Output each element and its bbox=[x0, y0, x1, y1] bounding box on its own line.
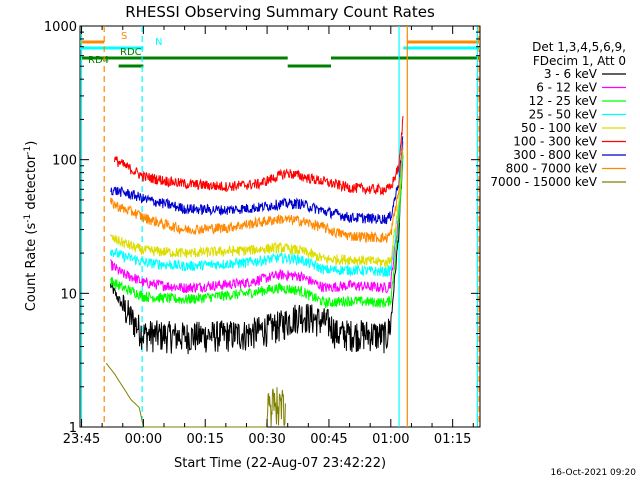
series-line-6 bbox=[110, 136, 404, 225]
legend-label-7: 800 - 7000 keV bbox=[506, 162, 598, 176]
legend-label-6: 300 - 800 keV bbox=[513, 148, 597, 162]
flag-label-N: N bbox=[155, 37, 162, 48]
flag-label-RD4: RD4 bbox=[88, 55, 109, 66]
legend-label-2: 12 - 25 keV bbox=[529, 94, 598, 108]
y-axis-label-main: Count Rate (s bbox=[24, 223, 39, 312]
flag-label-RDC: RDC bbox=[120, 47, 142, 58]
x-tick-label-2: 00:15 bbox=[187, 432, 224, 447]
legend-label-1: 6 - 12 keV bbox=[536, 81, 598, 95]
legend-label-5: 100 - 300 keV bbox=[513, 135, 597, 149]
series-line-0 bbox=[109, 155, 404, 355]
y-axis-label-sup1: -1 bbox=[23, 214, 33, 223]
plot-frame bbox=[79, 25, 481, 428]
flag-label-S: S bbox=[121, 31, 127, 42]
y-tick-label-1: 10 bbox=[60, 287, 77, 302]
x-tick-label-6: 01:15 bbox=[434, 432, 471, 447]
y-axis-label-end: ) bbox=[24, 141, 39, 146]
legend-header-line1: Det 1,3,4,5,6,9, bbox=[532, 40, 626, 54]
x-axis-label: Start Time (22-Aug-07 23:42:22) bbox=[174, 456, 386, 471]
legend-header-line2: FDecim 1, Att 0 bbox=[533, 54, 626, 68]
y-axis-label-mid: detector bbox=[24, 154, 39, 214]
x-tick-label-0: 23:45 bbox=[63, 432, 100, 447]
y-tick-label-3: 1000 bbox=[44, 20, 77, 35]
legend-label-0: 3 - 6 keV bbox=[544, 67, 598, 81]
legend: Det 1,3,4,5,6,9, FDecim 1, Att 0 3 - 6 k… bbox=[490, 40, 626, 189]
y-axis: 1 10 100 1000 bbox=[44, 20, 480, 436]
series-line-8 bbox=[105, 362, 286, 428]
series-line-5 bbox=[114, 116, 404, 196]
y-tick-label-0: 1 bbox=[69, 421, 77, 436]
series-line-4 bbox=[109, 141, 404, 268]
x-tick-label-3: 00:30 bbox=[248, 432, 285, 447]
series-lines bbox=[105, 116, 404, 428]
y-tick-label-2: 100 bbox=[52, 154, 77, 169]
series-line-7 bbox=[109, 147, 404, 243]
x-tick-label-1: 00:00 bbox=[125, 432, 162, 447]
legend-label-3: 25 - 50 keV bbox=[529, 108, 598, 122]
x-tick-label-4: 00:45 bbox=[310, 432, 347, 447]
footer-date: 16-Oct-2021 09:20 bbox=[551, 468, 637, 478]
x-axis: 23:45 00:00 00:15 00:30 00:45 01:00 01:15 bbox=[63, 26, 474, 447]
x-tick-label-5: 01:00 bbox=[372, 432, 409, 447]
series-line-1 bbox=[110, 141, 404, 294]
legend-label-4: 50 - 100 keV bbox=[521, 121, 598, 135]
y-axis-label: Count Rate (s-1 detector-1) bbox=[23, 141, 39, 312]
vertical-markers bbox=[80, 26, 480, 427]
y-axis-label-sup2: -1 bbox=[23, 146, 33, 155]
chart-title: RHESSI Observing Summary Count Rates bbox=[125, 3, 435, 21]
series-line-3 bbox=[109, 144, 404, 278]
series-line-2 bbox=[109, 152, 404, 308]
legend-label-8: 7000 - 15000 keV bbox=[490, 175, 597, 189]
flag-bars: S N RDC RD4 bbox=[80, 31, 480, 68]
